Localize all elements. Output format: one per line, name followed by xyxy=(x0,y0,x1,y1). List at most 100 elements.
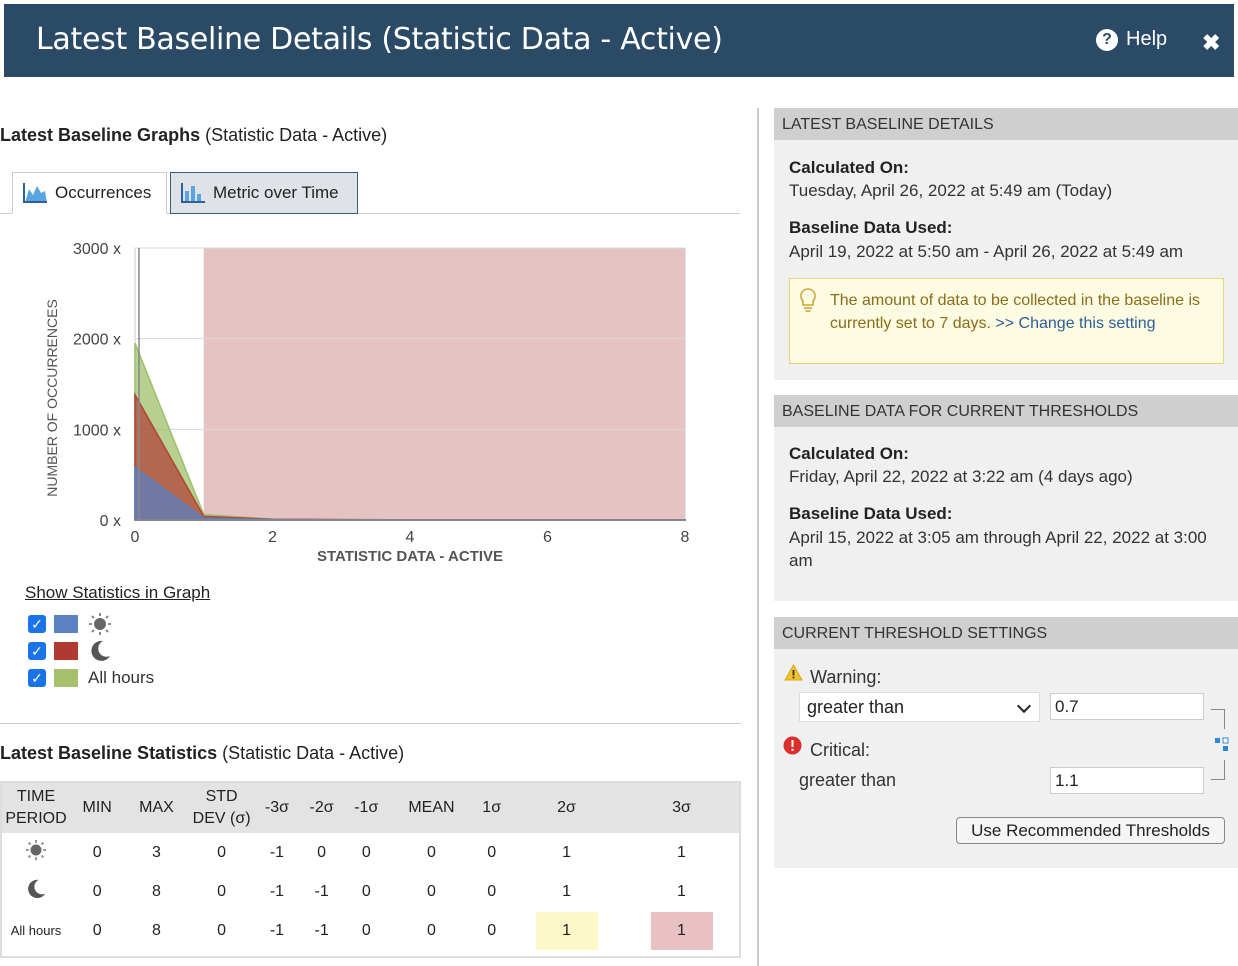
tip-message: The amount of data to be collected in th… xyxy=(830,292,1201,332)
threshold-head: CURRENT THRESHOLD SETTINGS xyxy=(774,617,1238,649)
cell: 0 xyxy=(217,882,227,900)
cell: 0 xyxy=(361,843,371,861)
x-tick-label: 6 xyxy=(543,529,552,546)
warning-operator-select[interactable]: greater than xyxy=(799,692,1040,722)
critical-label: Critical: xyxy=(810,740,871,760)
current-calc-value: Friday, April 22, 2022 at 3:22 am (4 day… xyxy=(789,467,1133,486)
cell: 0 xyxy=(317,843,327,861)
graphs-title-suffix: (Statistic Data - Active) xyxy=(205,125,388,145)
cell: 0 xyxy=(427,921,436,939)
dialog-title: Latest Baseline Details (Statistic Data … xyxy=(36,22,723,57)
cell: -1 xyxy=(314,882,329,900)
x-tick-label: 4 xyxy=(406,529,415,546)
current-baseline-head: BASELINE DATA FOR CURRENT THRESHOLDS xyxy=(774,395,1238,427)
warning-icon xyxy=(784,664,803,681)
cell: 0 xyxy=(487,921,497,939)
latest-used-value: April 19, 2022 at 5:50 am - April 26, 20… xyxy=(789,242,1184,261)
col-max: MAX xyxy=(124,783,189,833)
stats-title-suffix: (Statistic Data - Active) xyxy=(222,743,405,763)
cell: 0 xyxy=(361,921,371,939)
tip-text: The amount of data to be collected in th… xyxy=(830,289,1210,335)
legend-all-hours-label: All hours xyxy=(88,668,155,687)
y-tick-label: 1000 x xyxy=(73,422,121,439)
critical-icon xyxy=(783,736,802,755)
col-1s: 1σ xyxy=(474,783,510,833)
table-row: 0 8 0 -1 -1 0 0 0 1 1 xyxy=(2,872,739,911)
critical-value: 1 xyxy=(650,911,713,950)
y-axis-label: NUMBER OF OCCURRENCES xyxy=(44,299,60,497)
checkbox-day[interactable]: ✓ xyxy=(28,615,46,633)
critical-operator: greater than xyxy=(799,770,897,790)
warning-value: 1 xyxy=(535,911,598,950)
checkbox-all-hours[interactable]: ✓ xyxy=(28,669,46,687)
warning-cell: 1 xyxy=(509,911,624,950)
sun-icon xyxy=(89,613,111,635)
change-setting-link[interactable]: >> Change this setting xyxy=(995,315,1156,332)
latest-baseline-panel: LATEST BASELINE DETAILS Calculated On: T… xyxy=(774,108,1238,380)
cell: -1 xyxy=(269,921,285,939)
period-cell xyxy=(2,833,70,872)
cell: 8 xyxy=(152,882,161,900)
cell: 1 xyxy=(562,882,571,900)
tab-occurrences-label: Occurrences xyxy=(55,183,152,202)
stats-table-wrapper: TIME PERIOD MIN MAX STD DEV (σ) -3σ -2σ … xyxy=(0,781,741,958)
section-divider xyxy=(0,723,741,724)
col-minus-3s: -3σ xyxy=(254,783,300,833)
x-axis-label: STATISTIC DATA - ACTIVE xyxy=(317,548,503,565)
x-tick-label: 0 xyxy=(131,529,140,546)
y-tick-label: 2000 x xyxy=(73,332,121,349)
graphs-title: Latest Baseline Graphs (Statistic Data -… xyxy=(0,125,387,146)
use-recommended-thresholds-button[interactable]: Use Recommended Thresholds xyxy=(956,817,1225,844)
swatch-day xyxy=(54,615,78,633)
tab-occurrences[interactable]: Occurrences xyxy=(12,172,167,214)
period-cell xyxy=(2,872,70,911)
stats-header-row: TIME PERIOD MIN MAX STD DEV (σ) -3σ -2σ … xyxy=(2,783,739,833)
table-row: 0 3 0 -1 0 0 0 0 1 1 xyxy=(2,833,739,872)
latest-calc-label: Calculated On: xyxy=(789,158,909,177)
cell: 0 xyxy=(427,843,436,861)
y-tick-label: 0 x xyxy=(100,513,121,530)
cell: -1 xyxy=(269,843,285,861)
cell: 1 xyxy=(677,843,686,861)
legend-row-night[interactable]: ✓ xyxy=(28,640,112,662)
cell: 1 xyxy=(562,843,571,861)
stats-table: TIME PERIOD MIN MAX STD DEV (σ) -3σ -2σ … xyxy=(2,783,739,950)
critical-cell: 1 xyxy=(624,911,739,950)
cell: 0 xyxy=(92,843,102,861)
tab-metric-label: Metric over Time xyxy=(213,183,339,202)
link-bracket-bottom xyxy=(1211,760,1225,780)
warning-label: Warning: xyxy=(810,667,882,687)
col-time-period: TIME PERIOD xyxy=(2,783,70,833)
threshold-band xyxy=(203,248,685,520)
latest-used-label: Baseline Data Used: xyxy=(789,218,953,237)
help-button[interactable]: ? Help xyxy=(1096,28,1167,51)
dialog-header: Latest Baseline Details (Statistic Data … xyxy=(4,4,1234,77)
help-icon: ? xyxy=(1096,28,1118,51)
graph-tabs: Occurrences Metric over Time xyxy=(0,172,740,214)
moon-icon xyxy=(91,640,110,661)
legend-row-all-hours[interactable]: ✓ All hours xyxy=(28,667,154,689)
legend-row-day[interactable]: ✓ xyxy=(28,613,112,635)
link-bracket-top xyxy=(1211,709,1225,729)
current-calc-label: Calculated On: xyxy=(789,444,909,463)
area-chart-icon xyxy=(23,183,47,203)
tab-metric-over-time[interactable]: Metric over Time xyxy=(170,172,358,214)
warning-operator-value: greater than xyxy=(807,697,905,717)
cell: 1 xyxy=(677,882,686,900)
bar-chart-icon xyxy=(181,183,205,203)
cell: 0 xyxy=(487,882,497,900)
baseline-tip: The amount of data to be collected in th… xyxy=(789,278,1224,364)
swatch-all-hours xyxy=(54,669,78,687)
warning-value-input[interactable] xyxy=(1050,693,1204,720)
col-3s: 3σ xyxy=(624,783,739,833)
link-values-icon[interactable] xyxy=(1214,737,1230,753)
show-statistics-link[interactable]: Show Statistics in Graph xyxy=(25,583,211,602)
cell: 8 xyxy=(152,921,161,939)
critical-value-input[interactable] xyxy=(1050,767,1204,794)
x-tick-label: 2 xyxy=(268,529,277,546)
col-std-dev: STD DEV (σ) xyxy=(188,783,255,833)
checkbox-night[interactable]: ✓ xyxy=(28,642,46,660)
col-minus-2s: -2σ xyxy=(299,783,344,833)
close-icon[interactable]: ✖ xyxy=(1202,30,1221,55)
graphs-title-bold: Latest Baseline Graphs xyxy=(0,125,201,145)
